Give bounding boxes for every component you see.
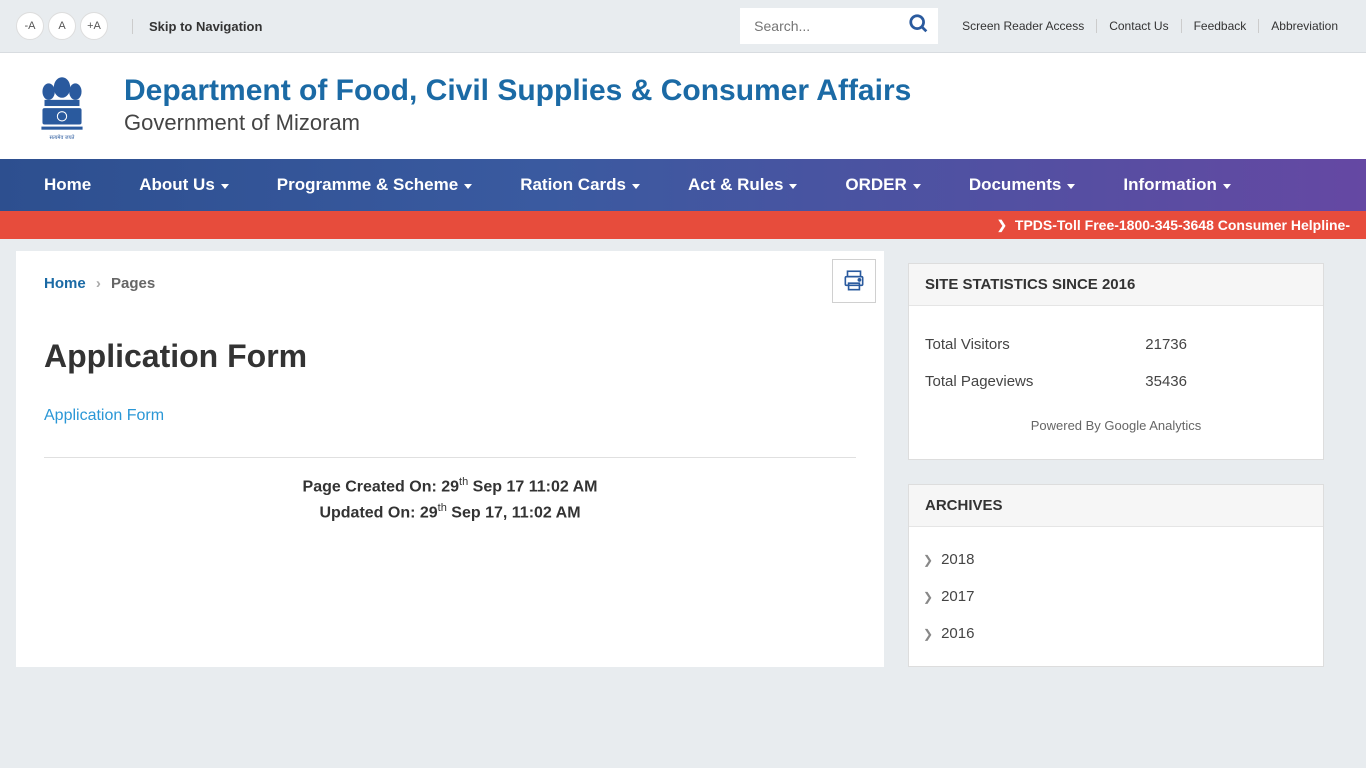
search-icon[interactable]: [908, 13, 930, 40]
chevron-down-icon: [789, 184, 797, 189]
widget-header: ARCHIVES: [909, 485, 1323, 527]
ticker-text: TPDS-Toll Free-1800-345-3648 Consumer He…: [1015, 217, 1350, 233]
nav-programme-scheme[interactable]: Programme & Scheme: [253, 159, 496, 211]
created-sup: th: [459, 476, 468, 488]
archive-item-2018[interactable]: ❯ 2018: [919, 541, 1313, 578]
search-input[interactable]: [748, 12, 908, 40]
archives-widget: ARCHIVES ❯ 2018 ❯ 2017 ❯ 2016: [908, 484, 1324, 667]
chevron-down-icon: [1223, 184, 1231, 189]
archive-item-2016[interactable]: ❯ 2016: [919, 615, 1313, 652]
archive-label: 2017: [941, 588, 974, 605]
news-ticker[interactable]: ❯ TPDS-Toll Free-1800-345-3648 Consumer …: [0, 211, 1366, 239]
site-title: Department of Food, Civil Supplies & Con…: [124, 74, 911, 108]
main-nav: Home About Us Programme & Scheme Ration …: [0, 159, 1366, 211]
powered-by: Powered By Google Analytics: [925, 400, 1307, 439]
created-suffix: Sep 17 11:02 AM: [468, 478, 597, 495]
text-decrease-button[interactable]: -A: [16, 12, 44, 40]
nav-label: About Us: [139, 175, 215, 195]
stat-value: 35436: [1145, 373, 1187, 390]
nav-label: Act & Rules: [688, 175, 783, 195]
updated-label: Updated On: 29: [319, 504, 437, 521]
chevron-down-icon: [464, 184, 472, 189]
nav-about-us[interactable]: About Us: [115, 159, 253, 211]
page-title: Application Form: [44, 338, 856, 375]
feedback-link[interactable]: Feedback: [1181, 19, 1259, 33]
chevron-down-icon: [632, 184, 640, 189]
widget-body: Total Visitors 21736 Total Pageviews 354…: [909, 306, 1323, 459]
stat-pageviews: Total Pageviews 35436: [925, 363, 1307, 400]
chevron-down-icon: [1067, 184, 1075, 189]
abbreviation-link[interactable]: Abbreviation: [1258, 19, 1350, 33]
text-increase-button[interactable]: +A: [80, 12, 108, 40]
divider: [44, 457, 856, 458]
header-text: Department of Food, Civil Supplies & Con…: [124, 74, 911, 136]
nav-ration-cards[interactable]: Ration Cards: [496, 159, 664, 211]
print-icon: [841, 268, 867, 294]
stat-label: Total Pageviews: [925, 373, 1033, 390]
breadcrumb-current: Pages: [111, 275, 155, 292]
site-subtitle: Government of Mizoram: [124, 110, 911, 136]
page-meta: Page Created On: 29th Sep 17 11:02 AM Up…: [44, 474, 856, 526]
site-header: सत्यमेव जयते Department of Food, Civil S…: [0, 53, 1366, 159]
chevron-right-icon: ❯: [923, 590, 933, 604]
content-container: Home › Pages Application Form Applicatio…: [0, 239, 1340, 707]
nav-label: Documents: [969, 175, 1062, 195]
updated-suffix: Sep 17, 11:02 AM: [447, 504, 581, 521]
nav-order[interactable]: ORDER: [821, 159, 944, 211]
top-right-group: Screen Reader Access Contact Us Feedback…: [740, 8, 1350, 44]
widget-header: SITE STATISTICS SINCE 2016: [909, 264, 1323, 306]
site-statistics-widget: SITE STATISTICS SINCE 2016 Total Visitor…: [908, 263, 1324, 460]
svg-text:सत्यमेव जयते: सत्यमेव जयते: [50, 134, 75, 141]
contact-us-link[interactable]: Contact Us: [1096, 19, 1180, 33]
sidebar: SITE STATISTICS SINCE 2016 Total Visitor…: [908, 263, 1324, 667]
skip-navigation-link[interactable]: Skip to Navigation: [132, 19, 262, 34]
nav-label: ORDER: [845, 175, 906, 195]
nav-documents[interactable]: Documents: [945, 159, 1100, 211]
text-size-controls: -A A +A: [16, 12, 108, 40]
nav-label: Information: [1123, 175, 1217, 195]
stat-value: 21736: [1145, 336, 1187, 353]
breadcrumb-separator: ›: [96, 275, 101, 292]
nav-label: Programme & Scheme: [277, 175, 458, 195]
nav-home[interactable]: Home: [20, 159, 115, 211]
print-button[interactable]: [832, 259, 876, 303]
main-content: Home › Pages Application Form Applicatio…: [16, 251, 884, 667]
nav-label: Home: [44, 175, 91, 195]
chevron-right-icon: ❯: [997, 218, 1007, 232]
chevron-right-icon: ❯: [923, 627, 933, 641]
stat-label: Total Visitors: [925, 336, 1010, 353]
chevron-right-icon: ❯: [923, 553, 933, 567]
nav-act-rules[interactable]: Act & Rules: [664, 159, 821, 211]
archive-label: 2018: [941, 551, 974, 568]
search-box: [740, 8, 938, 44]
text-normal-button[interactable]: A: [48, 12, 76, 40]
national-emblem: सत्यमेव जयते: [32, 65, 92, 145]
application-form-link[interactable]: Application Form: [44, 407, 164, 424]
chevron-down-icon: [913, 184, 921, 189]
breadcrumb-home[interactable]: Home: [44, 275, 86, 292]
chevron-down-icon: [221, 184, 229, 189]
archive-label: 2016: [941, 625, 974, 642]
updated-sup: th: [438, 502, 447, 514]
archive-list: ❯ 2018 ❯ 2017 ❯ 2016: [909, 527, 1323, 666]
created-label: Page Created On: 29: [303, 478, 460, 495]
nav-label: Ration Cards: [520, 175, 626, 195]
archive-item-2017[interactable]: ❯ 2017: [919, 578, 1313, 615]
breadcrumb: Home › Pages: [44, 267, 856, 296]
stat-visitors: Total Visitors 21736: [925, 326, 1307, 363]
screen-reader-link[interactable]: Screen Reader Access: [950, 19, 1096, 33]
nav-information[interactable]: Information: [1099, 159, 1255, 211]
top-utility-bar: -A A +A Skip to Navigation Screen Reader…: [0, 0, 1366, 53]
